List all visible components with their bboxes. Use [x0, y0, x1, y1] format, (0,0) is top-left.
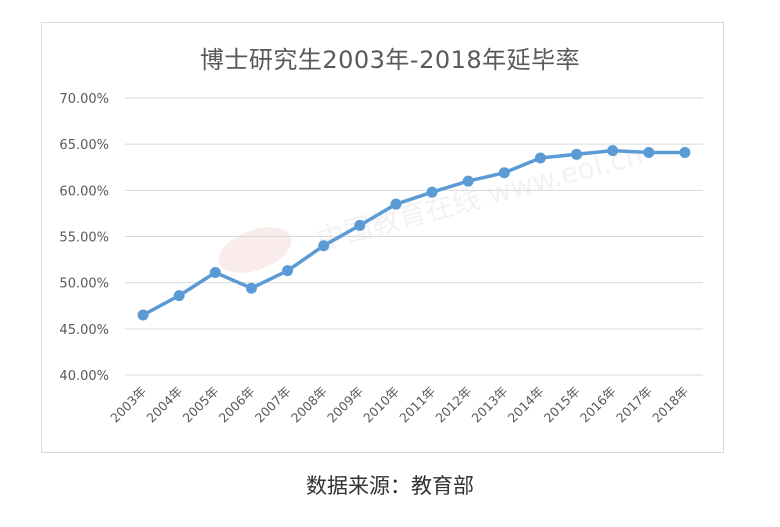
- data-point-marker: [571, 148, 583, 160]
- y-tick-label: 55.00%: [59, 231, 109, 246]
- y-tick-label: 65.00%: [59, 138, 109, 153]
- x-tick-label: 2016年: [577, 384, 619, 426]
- data-point-marker: [173, 290, 185, 302]
- data-point-marker: [679, 146, 691, 158]
- x-tick-label: 2009年: [324, 384, 366, 426]
- x-axis-ticks: 2003年2004年2005年2006年2007年2008年2009年2010年…: [107, 384, 691, 426]
- data-source-caption: 数据来源：教育部: [306, 474, 474, 498]
- x-tick-label: 2005年: [179, 384, 221, 426]
- y-axis-ticks: 70.00% 65.00% 60.00% 55.00% 50.00% 45.00% 40.0…: [59, 92, 109, 384]
- data-point-marker: [245, 282, 257, 294]
- x-tick-label: 2015年: [541, 384, 583, 426]
- x-tick-label: 2018年: [649, 384, 691, 426]
- data-point-marker: [643, 146, 655, 158]
- y-tick-label: 70.00%: [59, 92, 109, 107]
- data-point-marker: [426, 186, 438, 198]
- data-point-marker: [282, 265, 294, 277]
- data-point-marker: [137, 309, 149, 321]
- data-point-marker: [534, 152, 546, 164]
- y-tick-label: 50.00%: [59, 277, 109, 292]
- x-tick-label: 2011年: [396, 384, 438, 426]
- data-point-marker: [607, 145, 619, 157]
- chart-title: 博士研究生2003年-2018年延毕率: [199, 46, 581, 74]
- data-point-marker: [318, 240, 330, 252]
- x-tick-label: 2004年: [143, 384, 185, 426]
- x-tick-label: 2017年: [613, 384, 655, 426]
- x-tick-label: 2012年: [432, 384, 474, 426]
- x-tick-label: 2008年: [288, 384, 330, 426]
- x-tick-label: 2003年: [107, 384, 149, 426]
- x-tick-label: 2014年: [505, 384, 547, 426]
- data-markers: [137, 145, 691, 321]
- data-point-marker: [498, 167, 510, 179]
- y-tick-label: 45.00%: [59, 323, 109, 338]
- watermark: 中国教育在线 www.eol.cn: [218, 138, 646, 273]
- x-tick-label: 2013年: [468, 384, 510, 426]
- x-tick-label: 2010年: [360, 384, 402, 426]
- x-tick-label: 2007年: [252, 384, 294, 426]
- data-point-marker: [390, 198, 402, 210]
- series-line: [142, 148, 685, 317]
- grid-lines: [125, 97, 703, 376]
- data-point-marker: [462, 175, 474, 187]
- y-tick-label: 60.00%: [59, 184, 109, 199]
- data-point-marker: [354, 219, 366, 231]
- watermark-text: 中国教育在线 www.eol.cn: [313, 138, 646, 257]
- data-point-marker: [209, 267, 221, 279]
- y-tick-label: 40.00%: [59, 369, 109, 384]
- x-tick-label: 2006年: [216, 384, 258, 426]
- chart-frame: [41, 22, 724, 453]
